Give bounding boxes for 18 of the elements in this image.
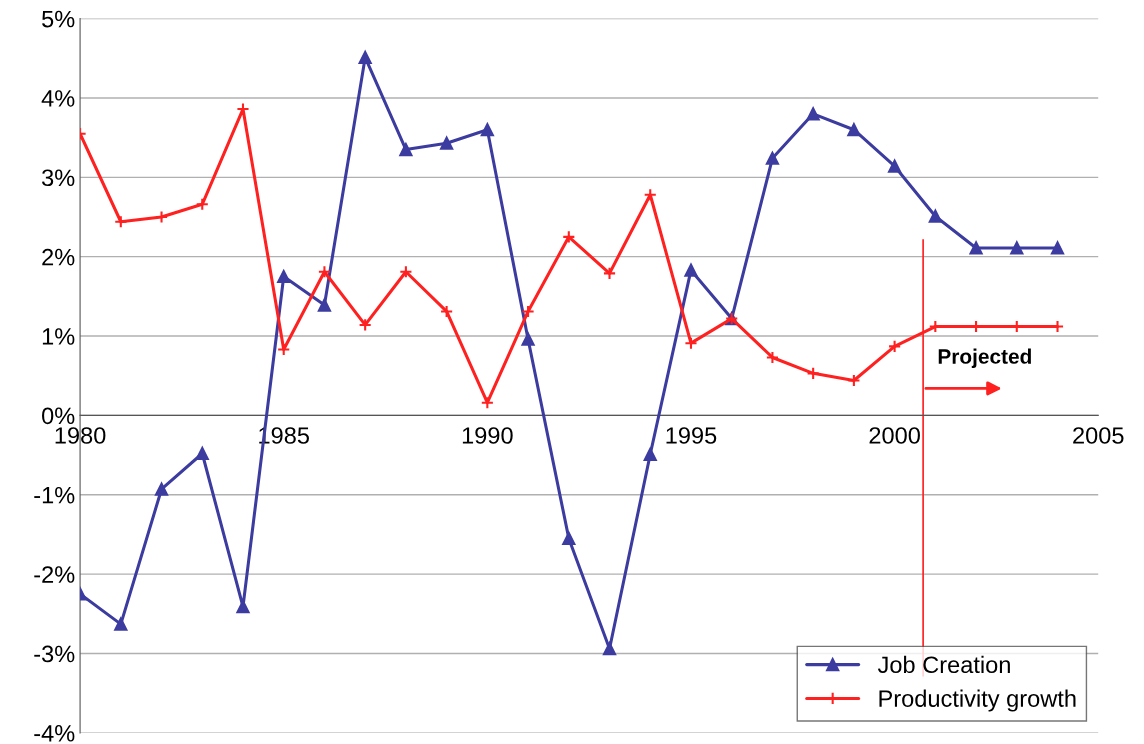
x-tick-label: 1980 — [55, 427, 106, 444]
x-tick-label: 1990 — [462, 427, 513, 444]
x-tick-label: 2005 — [1073, 427, 1124, 444]
y-tick-label: -1% — [34, 486, 75, 504]
y-tick-label: 5% — [42, 10, 75, 28]
x-tick-label: 1995 — [666, 427, 717, 444]
y-tick-label: 4% — [41, 90, 75, 107]
x-tick-label: 2000 — [869, 427, 920, 444]
legend-label: Job Creation — [877, 655, 1010, 674]
y-tick-label: 0% — [42, 407, 75, 425]
y-tick-label: -2% — [34, 566, 75, 583]
annotation: Projected — [938, 348, 1031, 368]
y-tick-label: 2% — [42, 248, 75, 266]
y-tick-label: -4% — [34, 725, 75, 742]
legend-label: Productivity growth — [879, 689, 1076, 712]
y-tick-label: 1% — [42, 328, 75, 345]
y-tick-label: -3% — [34, 645, 75, 663]
y-tick-label: 3% — [41, 169, 75, 187]
